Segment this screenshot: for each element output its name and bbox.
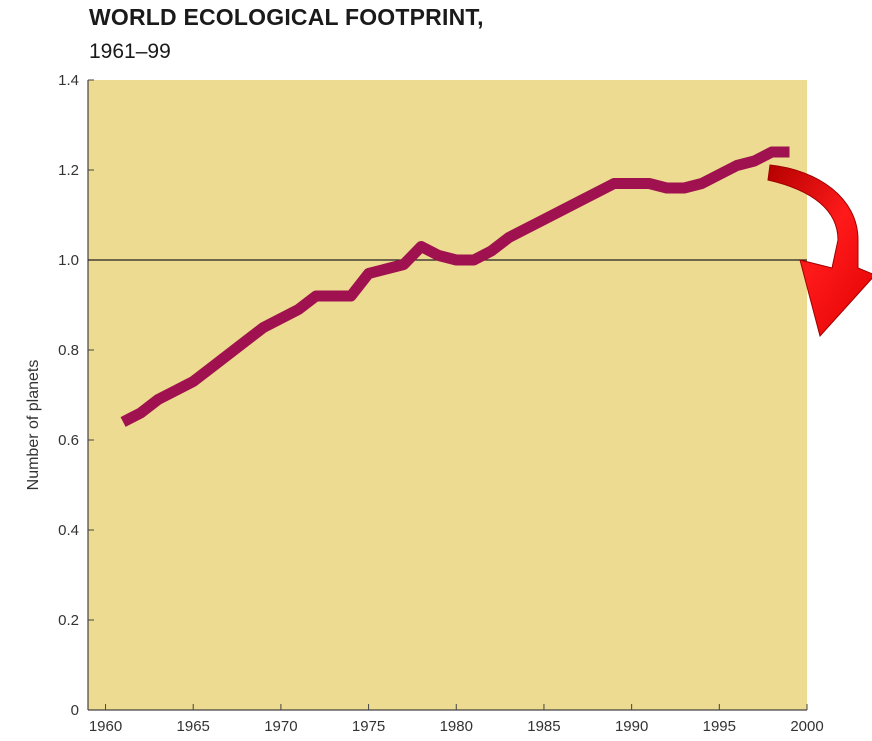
plot-area [88, 80, 807, 710]
x-tick-label: 1975 [352, 718, 385, 735]
x-tick-label: 1995 [703, 718, 736, 735]
data-point [209, 366, 213, 370]
data-point [682, 186, 686, 190]
data-point [735, 164, 739, 168]
curved-arrow-icon [767, 164, 872, 338]
data-point [717, 173, 721, 177]
data-point [577, 200, 581, 204]
y-tick-label: 0.8 [58, 342, 79, 359]
data-point [296, 308, 300, 312]
data-point [630, 182, 634, 186]
x-tick-label: 1980 [440, 718, 473, 735]
y-tick-label: 0.2 [58, 612, 79, 629]
data-point [612, 182, 616, 186]
data-point [384, 267, 388, 271]
data-point [261, 326, 265, 330]
x-tick-label: 1965 [177, 718, 210, 735]
data-point [454, 258, 458, 262]
y-axis-label: Number of planets [25, 360, 42, 491]
data-point [542, 218, 546, 222]
y-tick-label: 0 [71, 702, 79, 719]
x-tick-label: 1970 [264, 718, 297, 735]
data-point [156, 398, 160, 402]
y-tick-label: 0.6 [58, 432, 79, 449]
data-point [174, 389, 178, 393]
data-point [559, 209, 563, 213]
y-tick-label: 1.0 [58, 252, 79, 269]
data-point [139, 411, 143, 415]
y-tick-label: 0.4 [58, 522, 79, 539]
x-tick-label: 1990 [615, 718, 648, 735]
data-point [507, 236, 511, 240]
x-tick-label: 1985 [527, 718, 560, 735]
data-point [314, 294, 318, 298]
data-point [332, 294, 336, 298]
data-point [244, 339, 248, 343]
data-point [121, 420, 125, 424]
data-point [752, 159, 756, 163]
y-tick-label: 1.2 [58, 162, 79, 179]
data-point [770, 150, 774, 154]
data-point [524, 227, 528, 231]
data-point [700, 182, 704, 186]
data-point [402, 263, 406, 267]
series-line-ecological-footprint [120, 146, 790, 427]
data-point [489, 249, 493, 253]
data-point [279, 317, 283, 321]
data-point [595, 191, 599, 195]
y-tick-label: 1.4 [58, 72, 79, 89]
x-tick-label: 2000 [790, 718, 823, 735]
data-point [419, 245, 423, 249]
chart-title: WORLD ECOLOGICAL FOOTPRINT, [89, 4, 484, 30]
x-tick-label: 1960 [89, 718, 122, 735]
data-point [665, 186, 669, 190]
data-point [226, 353, 230, 357]
data-point [191, 380, 195, 384]
chart-subtitle: 1961–99 [89, 40, 171, 63]
data-point [349, 294, 353, 298]
data-point [647, 182, 651, 186]
data-point [472, 258, 476, 262]
data-point [367, 272, 371, 276]
data-point [437, 254, 441, 258]
data-point [787, 150, 791, 154]
